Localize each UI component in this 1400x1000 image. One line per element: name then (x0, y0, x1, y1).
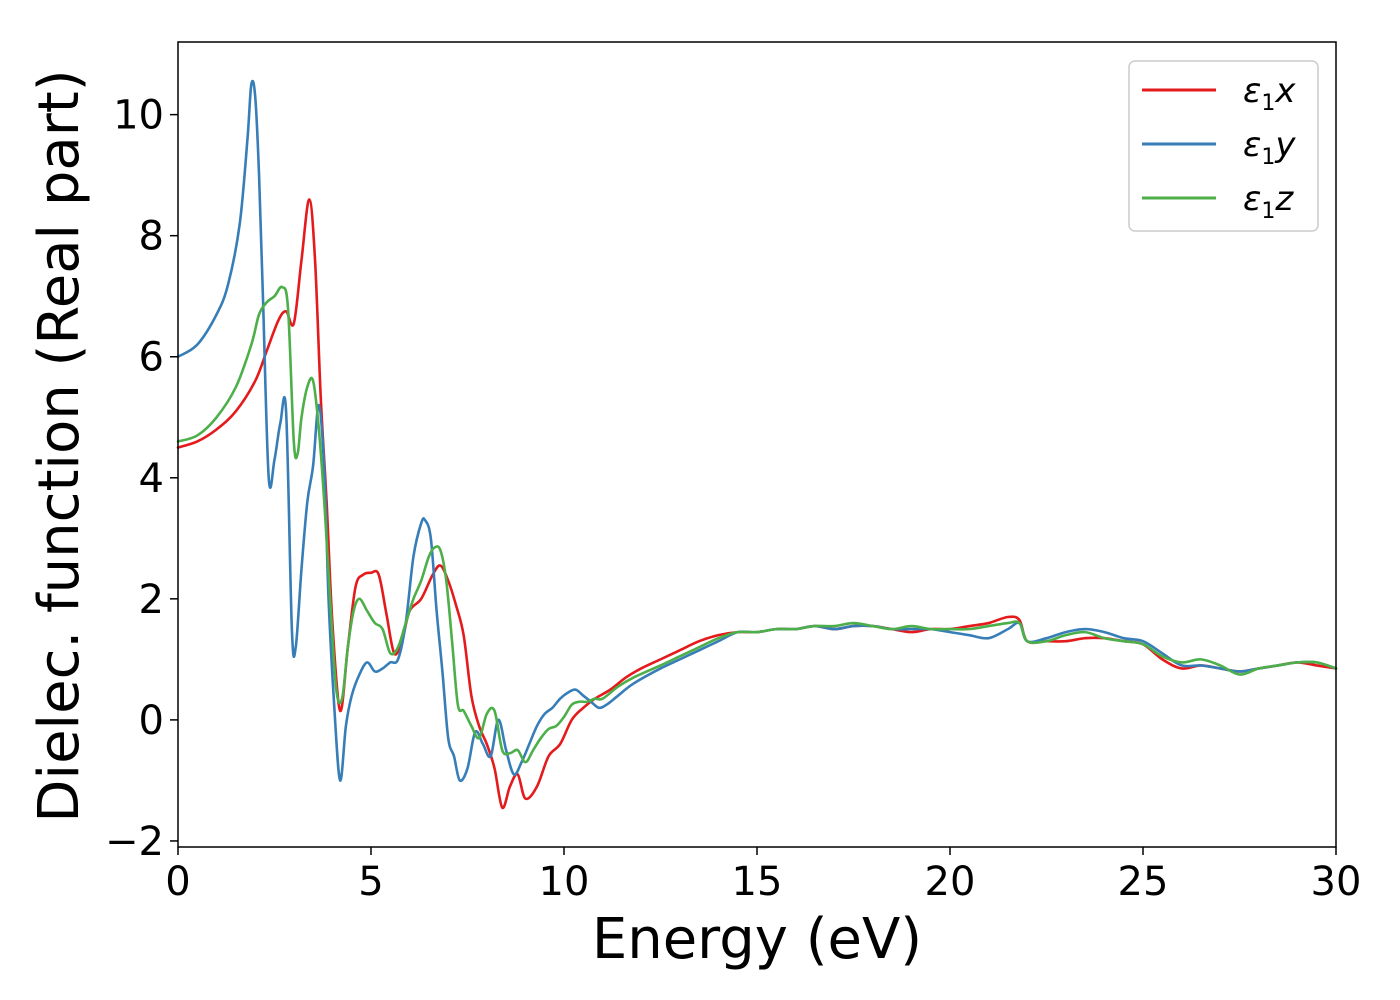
y-axis-ticks: −2 0 2 4 6 8 10 (105, 93, 178, 865)
legend-box (1128, 60, 1319, 232)
y-tick-label: −2 (105, 819, 164, 865)
x-axis-label: Energy (eV) (592, 907, 922, 972)
x-axis-ticks: 0 5 10 15 20 25 30 (165, 847, 1361, 905)
plot-lines (176, 79, 1338, 810)
legend-label-y: ε1y (1243, 125, 1296, 170)
y-axis-label: Dielec. function (Real part) (27, 69, 92, 822)
y-tick-label: 4 (139, 456, 164, 502)
series-line-x (176, 198, 1338, 810)
legend: ε1x ε1y ε1z (1128, 60, 1319, 232)
x-tick-label: 30 (1311, 859, 1362, 905)
x-tick-label: 25 (1118, 859, 1169, 905)
y-tick-label: 10 (113, 93, 164, 139)
y-tick-label: 2 (139, 577, 164, 623)
legend-label-x: ε1x (1243, 71, 1296, 116)
x-tick-label: 10 (539, 859, 590, 905)
x-tick-label: 20 (925, 859, 976, 905)
y-tick-label: 8 (139, 214, 164, 260)
y-tick-label: 6 (139, 335, 164, 381)
x-tick-label: 5 (358, 859, 383, 905)
x-tick-label: 15 (732, 859, 783, 905)
series-line-z (176, 285, 1338, 764)
x-tick-label: 0 (165, 859, 190, 905)
legend-label-z: ε1z (1243, 179, 1294, 224)
y-tick-label: 0 (139, 698, 164, 744)
